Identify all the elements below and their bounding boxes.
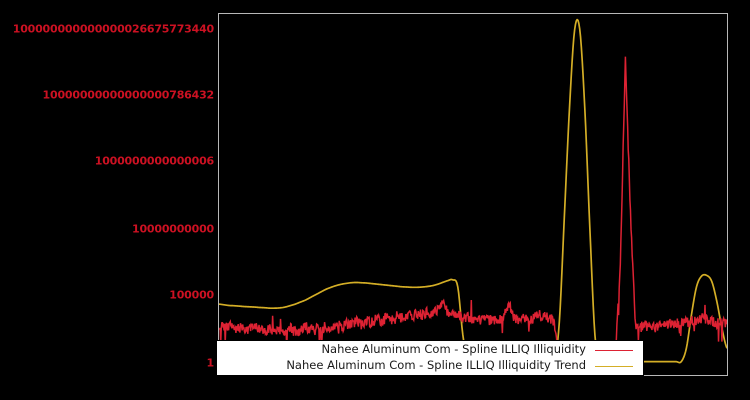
series-canvas — [219, 18, 727, 366]
legend-label: Nahee Aluminum Com - Spline ILLIQ Illiqu… — [321, 342, 586, 357]
series-line-trend — [219, 18, 727, 366]
chart-legend: Nahee Aluminum Com - Spline ILLIQ Illiqu… — [216, 340, 644, 376]
series-line-illiquidity — [219, 56, 727, 363]
legend-color-swatch — [595, 365, 633, 367]
plot-area — [218, 13, 728, 376]
y-axis-tick-label: 1 — [206, 356, 215, 370]
legend-entry-illiquidity: Nahee Aluminum Com - Spline ILLIQ Illiqu… — [217, 342, 637, 358]
y-axis-tick-label: 10000000000 — [132, 222, 214, 236]
legend-color-swatch — [595, 349, 633, 351]
legend-label: Nahee Aluminum Com - Spline ILLIQ Illiqu… — [286, 358, 586, 373]
y-axis-tick-label: 10000000000000000786432 — [42, 88, 215, 102]
legend-entry-illiquidity-trend: Nahee Aluminum Com - Spline ILLIQ Illiqu… — [217, 358, 637, 374]
y-axis-tick-label: 100000000000000026675773440 — [12, 22, 214, 36]
y-axis-tick-label: 100000 — [169, 288, 214, 302]
y-axis-tick-label: 1000000000000006 — [94, 154, 214, 168]
